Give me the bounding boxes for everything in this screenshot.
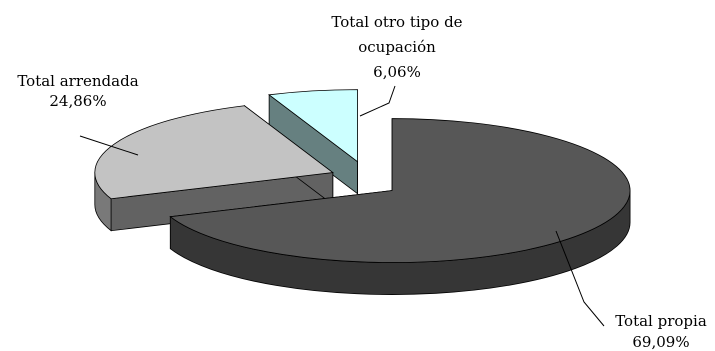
data-labels: Total otro tipo de ocupación 6,06% Total…: [17, 13, 706, 351]
leader-line-arrendada: [79, 135, 139, 156]
slice-label-propia: Total propia: [615, 312, 707, 330]
leader-line-otro: [359, 85, 396, 117]
slice-value-propia: 69,09%: [632, 333, 689, 351]
leader-line-propia: [555, 230, 605, 327]
slice-value-otro: 6,06%: [373, 63, 421, 81]
slice-label-otro-line2: ocupación: [358, 38, 436, 56]
slice-label-arrendada: Total arrendada: [17, 72, 138, 90]
slice-value-arrendada: 24,86%: [49, 92, 106, 110]
slice-tops: [94, 89, 631, 263]
pie-slice-otro: [268, 89, 358, 163]
slice-label-otro-line1: Total otro tipo de: [331, 13, 462, 31]
pie-slice-arrendada: [94, 105, 334, 200]
leader-lines: [79, 85, 605, 327]
pie-slice-propia: [169, 118, 631, 263]
